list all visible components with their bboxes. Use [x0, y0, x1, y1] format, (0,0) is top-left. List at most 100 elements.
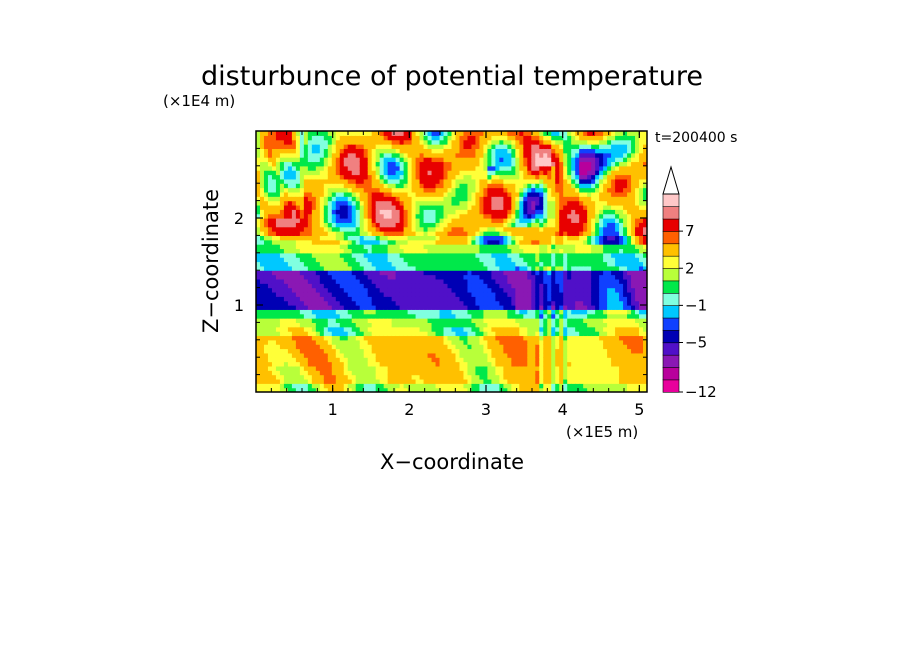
heatmap-cell	[263, 335, 269, 341]
heatmap-cell	[367, 387, 373, 392]
heatmap-cell	[547, 144, 552, 149]
heatmap-cell	[311, 174, 317, 180]
heatmap-cell	[415, 139, 421, 145]
heatmap-cell	[415, 218, 421, 223]
heatmap-cell	[287, 270, 293, 276]
heatmap-cell	[315, 326, 321, 332]
heatmap-cell	[415, 326, 421, 332]
heatmap-cell	[427, 174, 433, 180]
heatmap-cell	[479, 309, 485, 315]
heatmap-cell	[363, 370, 369, 376]
heatmap-cell	[259, 196, 265, 202]
heatmap-cell	[295, 222, 301, 228]
heatmap-cell	[367, 265, 373, 271]
heatmap-cell	[483, 278, 489, 284]
heatmap-cell	[539, 161, 544, 167]
heatmap-cell	[403, 387, 409, 392]
heatmap-cell	[535, 144, 540, 149]
heatmap-cell	[327, 357, 333, 363]
heatmap-cell	[567, 200, 572, 206]
heatmap-cell	[511, 209, 516, 215]
heatmap-cell	[583, 235, 588, 241]
heatmap-cell	[431, 244, 437, 250]
heatmap-cell	[355, 222, 361, 228]
heatmap-cell	[555, 218, 560, 223]
heatmap-cell	[431, 196, 437, 202]
heatmap-cell	[363, 213, 369, 219]
heatmap-cell	[471, 383, 477, 389]
heatmap-cell	[303, 305, 309, 310]
heatmap-cell	[467, 370, 473, 376]
heatmap-cell	[299, 335, 305, 341]
heatmap-cell	[467, 244, 473, 250]
heatmap-cell	[315, 257, 321, 263]
heatmap-cell	[491, 261, 496, 267]
heatmap-cell	[259, 244, 265, 250]
heatmap-cell	[531, 370, 536, 376]
heatmap-cell	[423, 200, 429, 206]
heatmap-cell	[411, 135, 417, 141]
heatmap-cell	[547, 231, 552, 236]
heatmap-cell	[579, 348, 584, 354]
heatmap-cell	[575, 174, 580, 180]
heatmap-cell	[511, 248, 516, 254]
heatmap-cell	[487, 157, 492, 163]
heatmap-cell	[343, 365, 349, 371]
heatmap-cell	[475, 200, 481, 206]
heatmap-cell	[267, 309, 273, 315]
heatmap-cell	[359, 213, 365, 219]
heatmap-cell	[307, 144, 313, 149]
heatmap-cell	[263, 283, 269, 289]
heatmap-cell	[347, 278, 353, 284]
heatmap-cell	[571, 244, 576, 250]
heatmap-cell	[539, 200, 544, 206]
heatmap-cell	[559, 291, 564, 297]
heatmap-cell	[427, 209, 433, 215]
heatmap-cell	[583, 187, 588, 193]
heatmap-cell	[267, 157, 273, 163]
heatmap-cell	[503, 135, 508, 141]
heatmap-cell	[343, 261, 349, 267]
heatmap-cell	[256, 170, 261, 176]
heatmap-cell	[531, 239, 536, 245]
heatmap-cell	[515, 339, 520, 345]
heatmap-cell	[583, 265, 588, 271]
heatmap-cell	[275, 335, 281, 341]
heatmap-cell	[351, 165, 357, 171]
heatmap-cell	[315, 283, 321, 289]
heatmap-cell	[519, 218, 524, 223]
heatmap-cell	[583, 144, 588, 149]
heatmap-cell	[259, 344, 265, 350]
heatmap-cell	[431, 322, 437, 328]
heatmap-cell	[455, 191, 461, 197]
heatmap-cell	[299, 265, 305, 271]
heatmap-cell	[307, 174, 313, 180]
heatmap-cell	[275, 339, 281, 345]
heatmap-cell	[527, 278, 532, 284]
heatmap-cell	[279, 161, 285, 167]
heatmap-cell	[491, 239, 496, 245]
heatmap-cell	[543, 135, 548, 141]
heatmap-cell	[295, 174, 301, 180]
heatmap-cell	[299, 322, 305, 328]
heatmap-cell	[439, 135, 445, 141]
heatmap-cell	[319, 204, 325, 210]
heatmap-cell	[267, 187, 273, 193]
heatmap-cell	[475, 287, 481, 293]
heatmap-cell	[551, 196, 556, 202]
heatmap-cell	[523, 365, 528, 371]
heatmap-cell	[483, 178, 489, 184]
heatmap-cell	[559, 300, 564, 306]
heatmap-cell	[459, 226, 465, 232]
heatmap-cell	[355, 139, 361, 145]
heatmap-cell	[459, 200, 465, 206]
heatmap-cell	[411, 331, 417, 337]
heatmap-cell	[559, 222, 564, 228]
heatmap-cell	[499, 152, 504, 158]
heatmap-cell	[267, 244, 273, 250]
heatmap-cell	[303, 291, 309, 297]
heatmap-cell	[307, 139, 313, 145]
heatmap-cell	[475, 270, 481, 276]
heatmap-cell	[291, 252, 297, 258]
heatmap-cell	[363, 265, 369, 271]
